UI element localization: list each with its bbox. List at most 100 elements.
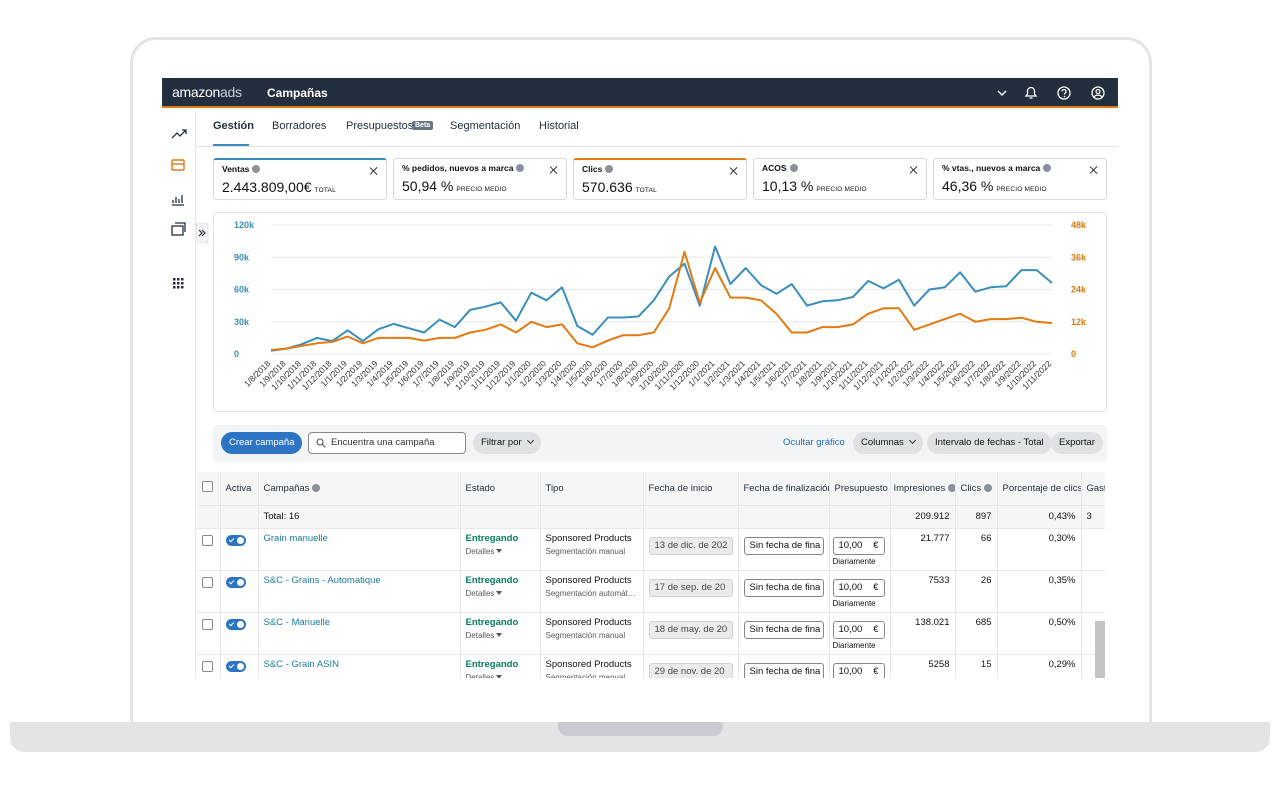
header-cell: Fecha de finalización [738,472,830,506]
tab[interactable]: Historial [539,120,579,132]
create-campaign-button[interactable]: Crear campaña [221,432,303,454]
end-date[interactable]: Sin fecha de fina [743,578,824,597]
checkbox[interactable] [202,481,213,493]
header-cell: Campañas [258,472,461,506]
checkbox[interactable] [202,660,213,672]
help-icon[interactable] [1057,86,1071,100]
clicks: 26 [955,570,998,613]
reports-icon[interactable] [172,195,184,206]
campaign-name[interactable]: S&C - Manuelle [258,612,461,655]
table-area: Activa Campañas Estado Tipo Fecha de inicio F… [180,472,1105,678]
top-icons [997,86,1105,100]
logo-sub: ads [220,84,242,100]
campaign-name[interactable]: S&C - Grain ASIN [258,654,461,678]
cell [197,472,221,506]
end-date[interactable]: Sin fecha de fina [743,620,824,639]
metric-card[interactable]: % pedidos, nuevos a marca 50,94 % PRECIO M… [393,158,567,200]
cell [829,505,891,529]
toggle[interactable] [225,534,246,546]
tab[interactable]: Segmentación [450,120,521,132]
impressions: 138.021 [890,612,956,655]
scrollbar[interactable] [1095,621,1105,678]
metric-name: % pedidos, nuevos a marca [402,163,558,173]
checkbox[interactable] [202,618,213,630]
budget-type: Diariamente [832,598,876,608]
close-icon[interactable] [910,166,918,174]
metric-name: % vtas., nuevos a marca [942,163,1098,173]
cell: Sin fecha de fina [738,570,830,613]
tab[interactable]: Presupuestos [346,120,414,132]
cell: Sponsored Products Segmentación manual [540,528,644,571]
budget-input[interactable]: 10,00 € [832,620,885,639]
tab[interactable]: Borradores [272,120,327,132]
checkbox[interactable] [202,576,213,588]
details[interactable]: Detalles [466,673,535,678]
total-clicks: 897 [955,505,998,529]
user-icon[interactable] [1091,86,1105,100]
metric-name-text: ACOS [762,163,787,173]
impressions: 7533 [890,570,956,613]
columns-button[interactable]: Columnas [853,432,923,454]
metric-card[interactable]: Ventas 2.443.809,00€ TOTAL [213,158,387,200]
cell: Sponsored Products Segmentación manual [540,612,644,655]
details[interactable]: Detalles [466,631,535,640]
campaign-icon[interactable] [171,159,185,171]
details[interactable]: Detalles [466,547,535,556]
series-line [270,245,1053,352]
metric-card[interactable]: ACOS 10,13 % PRECIO MEDIO [753,158,927,200]
campaign-name[interactable]: Grain manuelle [258,528,461,571]
close-icon[interactable] [730,167,738,175]
y2-tick-label: 12k [1071,317,1087,327]
campaign-name[interactable]: S&C - Grains - Automatique [258,570,461,613]
ctr: 0,35% [997,570,1082,613]
search-input[interactable]: Encuentra una campaña [308,432,466,454]
checkbox[interactable] [202,534,213,546]
cell [540,505,644,529]
y-tick-label: 60k [234,285,250,295]
export-button[interactable]: Exportar [1051,432,1103,454]
metric-suffix: TOTAL [314,187,336,194]
close-icon[interactable] [550,166,558,174]
account-chevron[interactable] [997,90,1007,96]
date-range-button[interactable]: Intervalo de fechas - Total [927,432,1052,454]
filter-button[interactable]: Filtrar por [473,432,541,454]
details-text: Detalles [465,546,495,556]
info-icon [516,164,525,172]
logo[interactable]: amazonads [172,84,242,100]
y2-tick-label: 24k [1071,285,1087,295]
metric-name: Clics [582,164,738,174]
caret [496,674,503,678]
details-text: Detalles [465,588,495,598]
header-row: Activa Campañas Estado Tipo Fecha de inicio F… [197,472,1105,506]
hide-chart-link[interactable]: Ocultar gráfico [783,437,845,448]
apps-icon[interactable] [173,278,184,289]
end-date[interactable]: Sin fecha de fina [743,662,824,678]
budget-value: 10,00 [838,665,863,677]
details[interactable]: Detalles [466,589,535,598]
close-icon[interactable] [1090,166,1098,174]
tab[interactable]: Gestión [213,120,254,132]
toggle[interactable] [225,618,246,630]
toggle[interactable] [225,660,246,672]
budget-input[interactable]: 10,00 € [832,536,885,555]
expand-button[interactable] [196,223,210,243]
trend-icon[interactable] [171,129,187,139]
chart: 030k60k90k120k012k24k36k48k1/8/20181/9/2… [234,220,1087,392]
start-date: 29 de nov. de 20 [648,662,733,678]
metric-value: 2.443.809,00€ TOTAL [222,179,378,195]
budget-input[interactable]: 10,00 € [832,578,885,597]
budget-input[interactable]: 10,00 € [832,662,885,678]
media-icon[interactable] [171,222,186,236]
campaign-table: Activa Campañas Estado Tipo Fecha de inicio F… [197,472,1105,678]
total-label: Total: 16 [258,505,461,529]
cell: 29 de nov. de 20 [643,654,739,678]
end-date[interactable]: Sin fecha de fina [743,536,824,555]
metric-card[interactable]: Clics 570.636 TOTAL [573,158,747,200]
bell-icon[interactable] [1024,86,1038,99]
toggle[interactable] [225,576,246,588]
close-icon[interactable] [370,167,378,175]
metric-name: Ventas [222,164,378,174]
campaign-type: Sponsored Products [545,574,632,586]
cell: Sponsored Products Segmentación manual [540,654,644,678]
metric-card[interactable]: % vtas., nuevos a marca 46,36 % PRECIO MED… [933,158,1107,200]
